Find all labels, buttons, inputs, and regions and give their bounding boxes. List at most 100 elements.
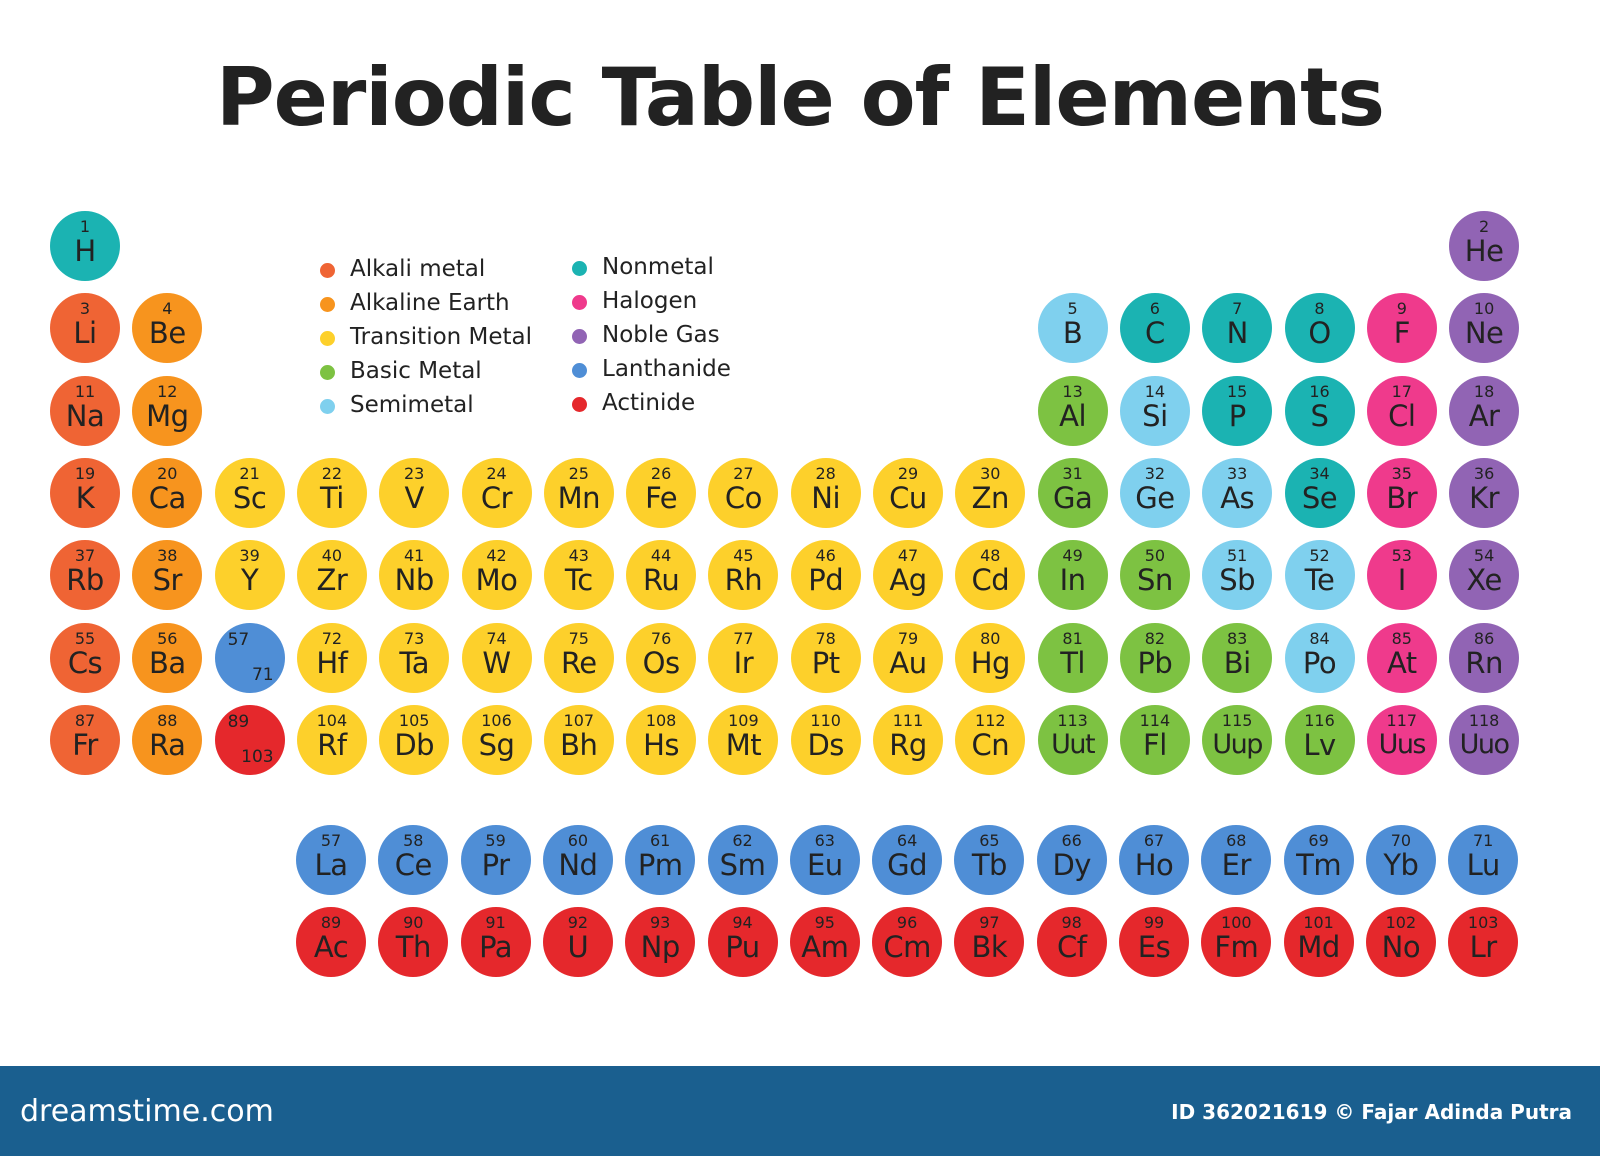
element-pd: 46 Pd (790, 540, 861, 611)
atomic-number: 116 (1304, 710, 1335, 730)
element-symbol: Ir (733, 645, 754, 680)
element-symbol: Rn (1465, 645, 1503, 680)
element-uut: 113 Uut (1037, 704, 1108, 775)
atomic-number: 68 (1226, 831, 1247, 850)
atomic-number: 109 (728, 710, 759, 730)
legend-swatch (572, 329, 587, 344)
atomic-number: 63 (814, 831, 835, 850)
legend-swatch (320, 399, 335, 414)
element-ti: 22 Ti (296, 457, 367, 528)
atomic-number: 58 (403, 831, 424, 850)
element-symbol: Zr (316, 563, 348, 598)
atomic-number: 110 (810, 710, 841, 730)
element-symbol: Cn (971, 727, 1010, 762)
brand-logo: dreamstime.com (20, 1094, 274, 1129)
element-mt: 109 Mt (708, 704, 779, 775)
element-mn: 25 Mn (543, 457, 614, 528)
element-symbol: Cs (67, 645, 103, 680)
element-symbol: I (1397, 563, 1407, 598)
atomic-number: 54 (1473, 546, 1495, 566)
atomic-number: 49 (1062, 546, 1083, 566)
element-co: 27 Co (708, 457, 779, 528)
atomic-number: 46 (815, 546, 836, 566)
element-symbol: Bh (560, 727, 598, 762)
element-symbol: Xe (1466, 563, 1502, 598)
element-rn: 86 Rn (1449, 622, 1520, 693)
atomic-number: 56 (157, 628, 178, 648)
element-symbol: Te (1304, 563, 1335, 598)
legend-swatch (572, 363, 587, 378)
element-symbol: P (1228, 398, 1247, 433)
atomic-number: 73 (404, 628, 425, 648)
element-symbol: Rh (724, 563, 763, 598)
element-symbol: Ga (1052, 480, 1093, 515)
element-symbol: Ti (319, 480, 344, 515)
element-symbol: Er (1221, 848, 1252, 882)
element-symbol: B (1062, 316, 1083, 351)
atomic-number: 100 (1221, 913, 1252, 933)
element-as: 33 As (1202, 457, 1273, 528)
element-fm: 100 Fm (1201, 907, 1272, 978)
element-symbol: Fm (1214, 930, 1259, 965)
element-nd: 60 Nd (542, 825, 613, 895)
atomic-number: 43 (568, 546, 589, 566)
element-symbol: Pm (637, 848, 683, 882)
atomic-number: 62 (732, 831, 753, 850)
atomic-number: 83 (1227, 628, 1248, 648)
element-symbol: Tc (564, 563, 593, 598)
image-credit: ID 362021619 © Fajar Adinda Putra (1171, 1100, 1572, 1124)
atomic-number: 91 (485, 913, 506, 933)
element-symbol: Ds (807, 727, 844, 762)
atomic-number: 27 (733, 463, 754, 483)
element-tc: 43 Tc (543, 540, 614, 611)
range-start: 57 (227, 629, 250, 650)
element-fe: 26 Fe (626, 457, 697, 528)
element-symbol: Cl (1388, 398, 1416, 433)
element-ra: 88 Ra (132, 704, 203, 775)
element-kr: 36 Kr (1449, 457, 1520, 528)
atomic-number: 115 (1221, 710, 1253, 730)
element-mo: 42 Mo (461, 540, 532, 611)
element-fl: 114 Fl (1119, 704, 1190, 775)
atomic-number: 79 (897, 628, 919, 648)
element-rf: 104 Rf (296, 704, 367, 775)
atomic-number: 86 (1473, 628, 1495, 648)
atomic-number: 72 (321, 628, 343, 648)
element-symbol: Am (801, 930, 849, 965)
atomic-number: 5 (1067, 299, 1078, 319)
element-cu: 29 Cu (873, 457, 943, 528)
atomic-number: 103 (1467, 913, 1499, 933)
legend-swatch (320, 263, 335, 278)
element-symbol: Ar (1468, 398, 1500, 433)
atomic-number: 66 (1061, 831, 1082, 850)
element-li: 3 Li (50, 293, 120, 364)
element-ta: 73 Ta (379, 622, 450, 693)
atomic-number: 111 (892, 710, 924, 730)
atomic-number: 12 (157, 381, 178, 401)
element-uup: 115 Uup (1202, 704, 1273, 775)
element-cn: 112 Cn (955, 704, 1026, 775)
atomic-number: 9 (1396, 299, 1407, 319)
atomic-number: 61 (650, 831, 671, 850)
atomic-number: 55 (74, 628, 96, 648)
atomic-number: 8 (1314, 299, 1325, 319)
range-start: 89 (227, 711, 250, 732)
atomic-number: 95 (814, 913, 835, 933)
atomic-number: 2 (1479, 217, 1490, 236)
element-yb: 70 Yb (1365, 825, 1436, 895)
element-symbol: Eu (806, 848, 843, 882)
element-xe: 54 Xe (1449, 540, 1520, 611)
atomic-number: 28 (815, 463, 836, 483)
element-symbol: Cm (883, 930, 931, 965)
atomic-number: 48 (980, 546, 1001, 566)
element-hs: 108 Hs (626, 704, 697, 775)
element-symbol: Re (560, 645, 597, 680)
element-symbol: Ba (148, 645, 186, 680)
atomic-number: 20 (157, 463, 178, 483)
atomic-number: 16 (1309, 381, 1330, 401)
element-symbol: Br (1386, 480, 1418, 515)
element-symbol: Ra (149, 727, 186, 762)
atomic-number: 78 (815, 628, 836, 648)
element-symbol: Cd (971, 563, 1010, 598)
